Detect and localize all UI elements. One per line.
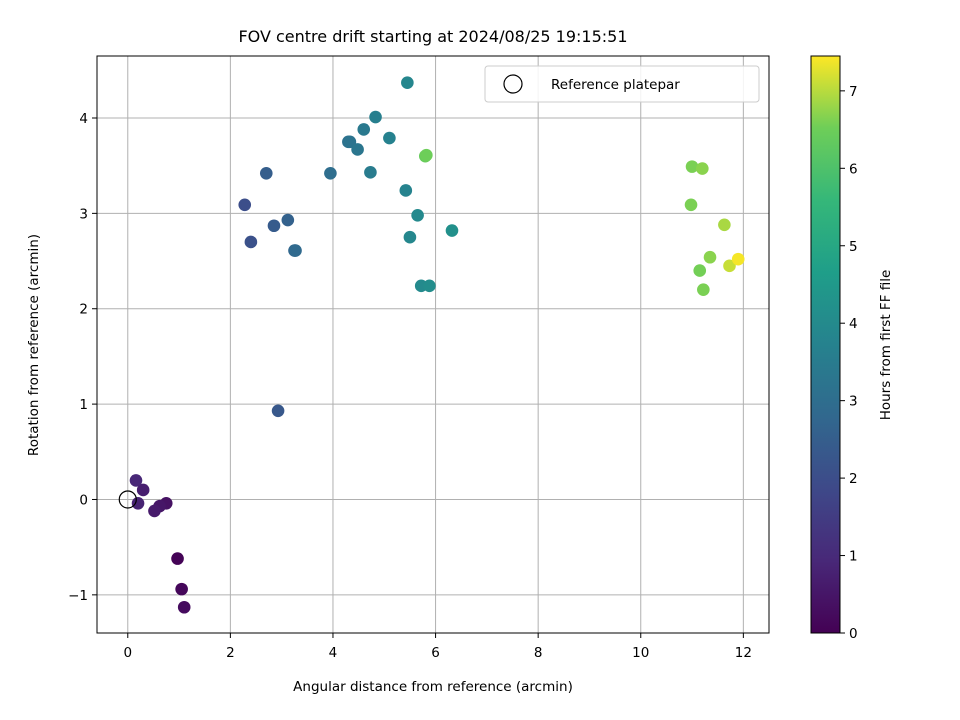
data-point [684,198,698,212]
data-point [383,131,396,145]
plot-frame [96,55,770,634]
colorbar-tick-label: 3 [849,394,858,410]
colorbar-label: Hours from first FF file [878,270,894,421]
data-point [685,160,699,173]
data-point [697,283,710,296]
data-point [238,198,252,212]
data-point [364,166,377,179]
y-tick-label: 0 [79,492,88,508]
data-point [445,224,459,237]
legend-entry: Reference platepar [551,77,680,93]
data-point [136,483,150,497]
y-axis-label: Rotation from reference (arcmin) [26,234,42,456]
data-point [423,279,436,293]
x-tick-label: 8 [534,645,543,661]
data-point [357,123,371,136]
data-point [718,218,731,232]
data-point [401,76,414,90]
legend: Reference platepar [484,65,760,103]
data-point [175,582,188,596]
chart-title: FOV centre drift starting at 2024/08/25 … [238,27,627,46]
y-axis-ticks: −1 0 1 2 3 4 [68,111,97,604]
data-point [403,230,417,244]
grid-lines [97,56,769,633]
data-point [324,167,337,180]
colorbar-ticks: 0 1 2 3 4 5 6 7 [840,84,858,642]
colorbar-tick-label: 7 [849,84,858,100]
data-point [281,213,295,227]
colorbar-tick-label: 1 [849,549,858,565]
data-point [411,208,424,222]
data-point [703,250,717,264]
data-point [148,504,161,518]
reference-platepar-marker [118,490,137,509]
x-tick-label: 12 [735,645,752,661]
data-point [343,135,357,149]
colorbar-tick-label: 0 [849,626,858,642]
data-point [271,404,285,418]
data-point [171,552,184,565]
data-point [267,219,281,233]
x-axis-label: Angular distance from reference (arcmin) [293,679,573,695]
y-tick-label: 3 [79,206,88,222]
legend-marker [503,74,523,94]
y-tick-label: 2 [79,302,88,318]
y-tick-label: 4 [79,111,88,127]
x-tick-label: 2 [226,645,235,661]
legend-box [484,65,760,103]
colorbar: 0 1 2 3 4 5 6 7 Hours from first FF file [810,55,894,642]
data-point [399,184,413,197]
data-points [129,76,745,614]
x-tick-label: 0 [123,645,132,661]
data-point [177,600,191,614]
data-point [696,162,709,175]
data-point [693,264,707,277]
data-point [369,110,382,124]
colorbar-tick-label: 6 [849,161,858,177]
y-tick-label: 1 [79,397,88,413]
x-tick-label: 6 [431,645,440,661]
data-point [129,474,143,487]
data-point [351,143,364,156]
x-axis-ticks: 0 2 4 6 8 10 12 [123,633,752,661]
data-point [420,148,433,162]
colorbar-frame [810,55,841,634]
y-tick-label: −1 [68,588,88,604]
data-point [723,259,736,273]
data-point [244,235,258,249]
x-tick-label: 10 [632,645,649,661]
colorbar-gradient [811,56,840,633]
data-point [731,252,745,266]
data-point [131,496,145,510]
colorbar-tick-label: 5 [849,239,858,255]
colorbar-tick-label: 4 [849,316,858,332]
colorbar-tick-label: 2 [849,471,858,487]
data-point [259,167,273,180]
data-point [289,244,302,257]
x-tick-label: 4 [329,645,338,661]
